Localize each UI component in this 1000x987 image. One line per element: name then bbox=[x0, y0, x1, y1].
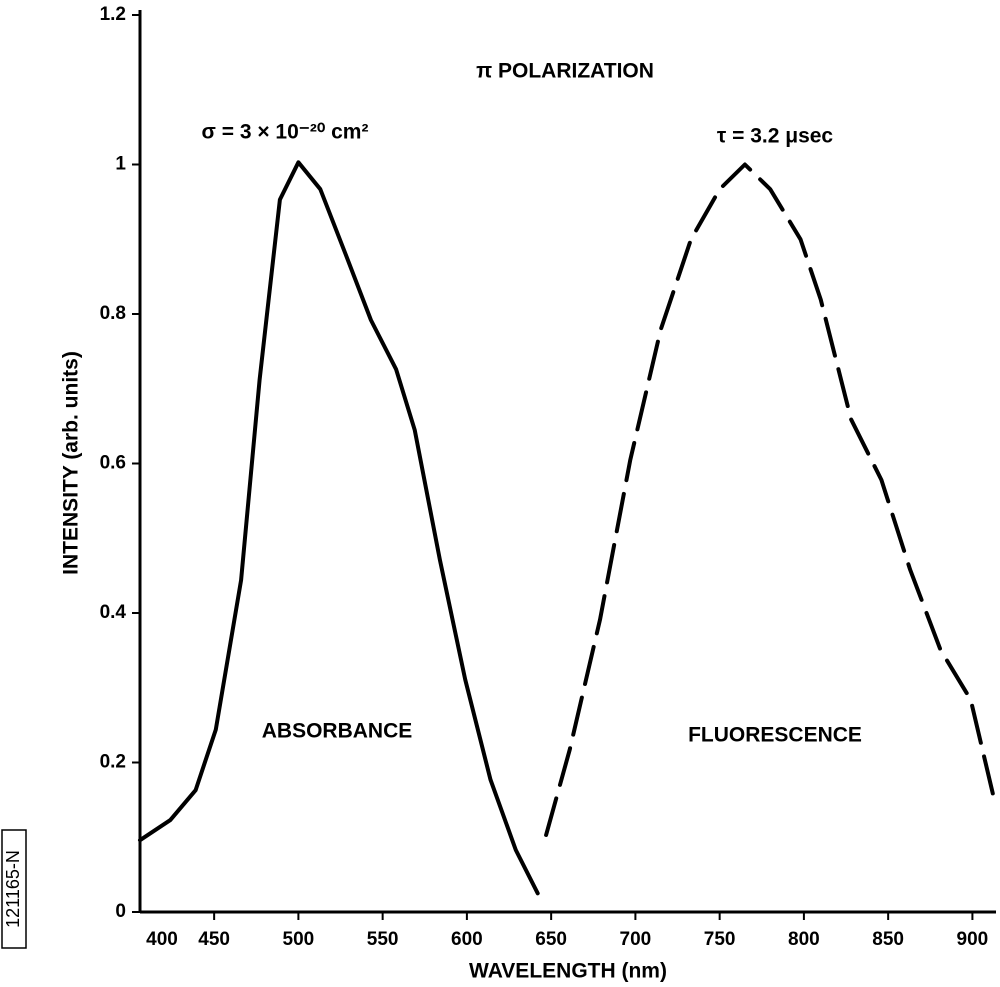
x-tick-label: 900 bbox=[957, 929, 989, 950]
x-tick-label: 400 bbox=[146, 929, 178, 950]
chart-title: π POLARIZATION bbox=[476, 60, 654, 83]
y-tick-label: 1.2 bbox=[100, 4, 126, 25]
x-tick-label: 650 bbox=[535, 929, 567, 950]
y-tick-label: 0.2 bbox=[100, 752, 126, 773]
series-label: FLUORESCENCE bbox=[688, 724, 862, 747]
x-tick-label: 800 bbox=[788, 929, 820, 950]
annotation: τ = 3.2 μsec bbox=[717, 125, 834, 148]
x-tick-label: 600 bbox=[451, 929, 483, 950]
series-label: ABSORBANCE bbox=[262, 720, 413, 743]
y-tick-label: 0.8 bbox=[100, 303, 126, 324]
x-tick-label: 750 bbox=[704, 929, 736, 950]
y-tick-label: 0 bbox=[115, 901, 126, 922]
x-axis-label: WAVELENGTH (nm) bbox=[469, 960, 667, 983]
annotation: σ = 3 × 10⁻²⁰ cm² bbox=[202, 121, 369, 144]
y-tick-label: 1 bbox=[115, 154, 126, 175]
id-box bbox=[1, 829, 27, 949]
series-line bbox=[544, 162, 997, 837]
x-tick-label: 500 bbox=[283, 929, 315, 950]
figure-id: 121165-N bbox=[3, 850, 23, 928]
x-tick-label: 550 bbox=[367, 929, 399, 950]
y-tick-label: 0.6 bbox=[100, 453, 126, 474]
x-tick-label: 700 bbox=[620, 929, 652, 950]
x-tick-label: 450 bbox=[198, 929, 230, 950]
series-line bbox=[138, 160, 540, 896]
y-tick-label: 0.4 bbox=[100, 602, 127, 623]
y-axis-label: INTENSITY (arb. units) bbox=[60, 351, 83, 575]
x-tick-label: 850 bbox=[872, 929, 904, 950]
